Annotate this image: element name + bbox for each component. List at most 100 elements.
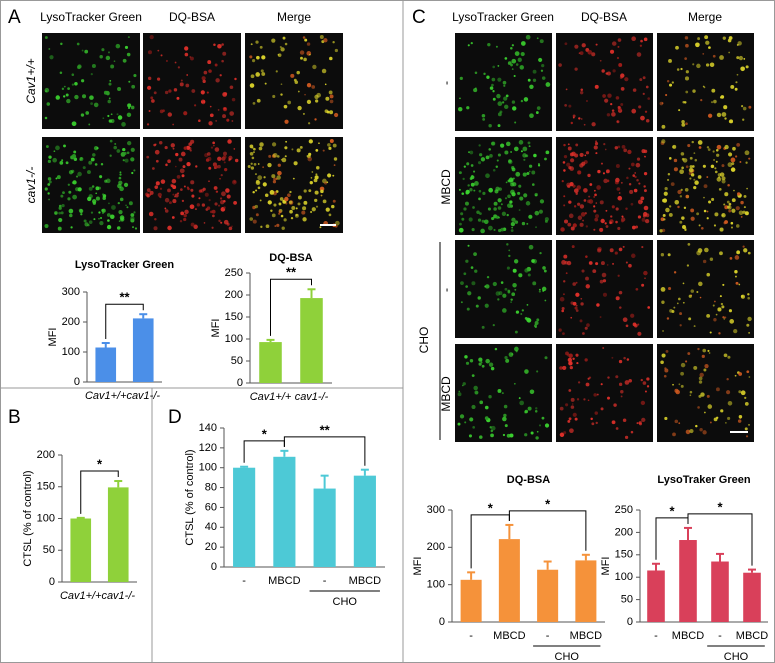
micrograph-dot [311, 85, 316, 89]
y-tick-label: 200 [62, 316, 80, 328]
significance-bracket [105, 303, 144, 339]
micrograph-dot [175, 152, 179, 157]
micrograph-dot [278, 210, 282, 214]
micrograph-dot [715, 160, 718, 163]
micrograph-dot [599, 227, 604, 232]
micrograph-dot [479, 153, 483, 157]
micrograph-dot [70, 226, 73, 229]
micrograph-dot [610, 49, 615, 54]
micrograph-dot [254, 173, 257, 176]
micrograph-dot [474, 181, 479, 186]
bar [233, 467, 256, 567]
micrograph-dot [644, 155, 646, 158]
micrograph-dot [667, 253, 671, 257]
micrograph-dot [719, 295, 722, 298]
micrograph-dot [58, 206, 62, 210]
micrograph-dot [102, 193, 104, 196]
micrograph-dot [153, 91, 157, 95]
micrograph-dot [123, 182, 129, 187]
micrograph-dot [109, 139, 113, 143]
micrograph-dot [698, 224, 701, 227]
micrograph-dot [81, 94, 87, 99]
micrograph-dot [506, 243, 509, 246]
micrograph-dot [76, 42, 80, 46]
micrograph-dot [689, 394, 692, 397]
micrograph-dot [518, 273, 523, 278]
micrograph-dot [518, 397, 521, 400]
micrograph-dot [191, 194, 195, 198]
micrograph-dot [565, 403, 569, 407]
micrograph-dot [159, 196, 162, 199]
micrograph-dot [134, 227, 138, 230]
micrograph-dot [542, 266, 546, 270]
micrograph-dot [180, 188, 183, 191]
micrograph-dot [117, 115, 123, 120]
micrograph-dot [521, 309, 524, 312]
micrograph-dot [520, 150, 523, 153]
micrograph-dot [502, 101, 505, 104]
micrograph-dot [660, 360, 664, 365]
micrograph-dot [55, 95, 60, 100]
micrograph-dot [264, 193, 269, 198]
y-axis-label: CTSL (% of control) [184, 449, 196, 545]
micrograph-dot [520, 313, 523, 315]
micrograph-dot [227, 139, 232, 144]
micrograph-dot [467, 184, 470, 187]
micrograph-dot [502, 416, 507, 422]
micrograph-dot [292, 177, 295, 180]
micrograph-dot [474, 390, 479, 395]
micrograph-dot [728, 36, 733, 40]
significance-label: * [262, 426, 268, 441]
micrograph-dot [570, 301, 574, 305]
micrograph-dot [493, 201, 498, 206]
micrograph-dot [616, 120, 619, 123]
micrograph-dot [670, 182, 675, 187]
micrograph-dot [95, 192, 98, 195]
micrograph-dot [492, 97, 496, 101]
micrograph-dot [706, 146, 710, 149]
micrograph-dot [464, 201, 469, 206]
micrograph-dot [154, 218, 157, 221]
micrograph-dot [208, 180, 210, 183]
micrograph-dot [200, 90, 205, 95]
micrograph-dot [233, 201, 237, 205]
micrograph-dot [612, 262, 615, 265]
micrograph-dot [44, 36, 48, 40]
micrograph-dot [574, 306, 578, 310]
micrograph-dot [528, 214, 533, 219]
micrograph-dot [464, 355, 468, 359]
micrograph-dot [500, 203, 503, 206]
micrograph-dot [90, 157, 95, 162]
micrograph-dot [178, 157, 183, 162]
micrograph-dot [68, 208, 74, 214]
micrograph-dot [575, 292, 580, 297]
micrograph-dot [190, 188, 194, 192]
micrograph-dot [587, 49, 593, 55]
micrograph-dot [172, 147, 175, 150]
micrograph-dot [517, 57, 522, 62]
micrograph-dot [637, 331, 642, 336]
micrograph-dot [588, 195, 591, 198]
micrograph-dot [615, 207, 619, 211]
micrograph-dot [665, 93, 668, 97]
micrograph-dot [631, 108, 637, 114]
micrograph-dot [675, 45, 679, 50]
micrograph-dot [699, 372, 704, 378]
micrograph-dot [118, 220, 121, 222]
micrograph-dot [528, 164, 533, 168]
micrograph-dot [190, 56, 194, 61]
chart-title: DQ-BSA [269, 252, 312, 264]
micrograph-dot [55, 177, 58, 180]
micrograph-dot [524, 369, 529, 374]
micrograph-dot [160, 54, 163, 57]
micrograph-dot [126, 140, 132, 146]
micrograph-dot [735, 224, 740, 228]
micrograph-dot [160, 179, 166, 184]
micrograph-dot [718, 332, 721, 335]
micrograph-dot [644, 390, 647, 393]
micrograph-dot [222, 51, 227, 56]
micrograph-dot [614, 146, 619, 150]
micrograph-dot [279, 45, 282, 49]
micrograph-dot [702, 430, 707, 435]
micrograph-dot [711, 197, 715, 201]
